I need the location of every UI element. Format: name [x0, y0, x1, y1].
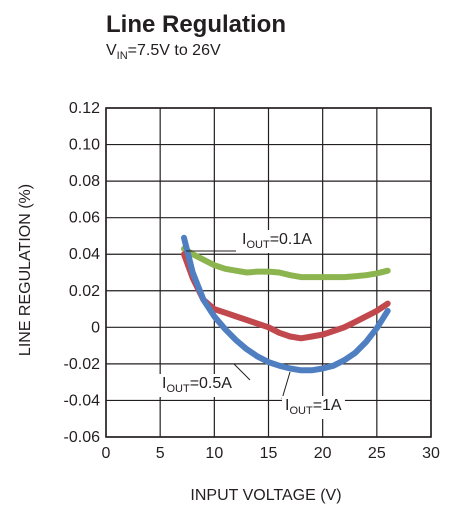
label-background	[282, 396, 345, 419]
y-tick-label: 0.06	[69, 210, 100, 227]
chart-subtitle: VIN=7.5V to 26V	[106, 42, 221, 62]
y-tick-label: 0.04	[69, 246, 100, 263]
x-axis-label: INPUT VOLTAGE (V)	[190, 487, 341, 504]
label-background	[239, 230, 316, 253]
x-tick-label: 25	[368, 445, 386, 462]
series-label-group: IOUT=0.5A	[159, 363, 251, 397]
label-background	[159, 374, 236, 397]
label-leader-line	[233, 363, 251, 381]
x-tick-label: 30	[422, 445, 440, 462]
y-tick-label: 0.10	[69, 137, 100, 154]
series-label: IOUT=0.5A	[162, 375, 232, 395]
chart-title: Line Regulation	[106, 11, 286, 38]
series-labels: IOUT=0.1A IOUT=0.5A IOUT=1A	[159, 230, 345, 419]
y-tick-label: 0.08	[69, 173, 100, 190]
y-tick-label: -0.04	[64, 392, 101, 409]
x-tick-label: 15	[260, 445, 278, 462]
series-label: IOUT=0.1A	[242, 231, 312, 251]
y-tick-label: 0.02	[69, 283, 100, 300]
x-tick-label: 10	[205, 445, 223, 462]
y-tick-label: -0.02	[64, 356, 101, 373]
series-line	[181, 251, 391, 342]
series-label: IOUT=1A	[285, 397, 342, 417]
tick-labels: 0 5 10 15 20 25 30 -0.06 -0.04 -0.02 0 0.02 0.04 0.06…	[64, 100, 440, 462]
series-line	[181, 234, 391, 374]
x-tick-label: 20	[314, 445, 332, 462]
y-axis-label: LINE REGULATION (%)	[17, 184, 34, 356]
plot-frame	[105, 107, 432, 438]
series-label-group: IOUT=1A	[281, 371, 345, 419]
label-leader-line	[281, 371, 291, 400]
x-tick-label: 5	[156, 445, 165, 462]
y-tick-label: -0.06	[64, 429, 101, 446]
series-label-group: IOUT=0.1A	[186, 230, 316, 253]
y-tick-label: 0	[91, 319, 100, 336]
y-tick-label: 0.12	[69, 100, 100, 117]
x-tick-label: 0	[102, 445, 111, 462]
series-lines	[181, 234, 391, 374]
series-line	[181, 245, 391, 281]
